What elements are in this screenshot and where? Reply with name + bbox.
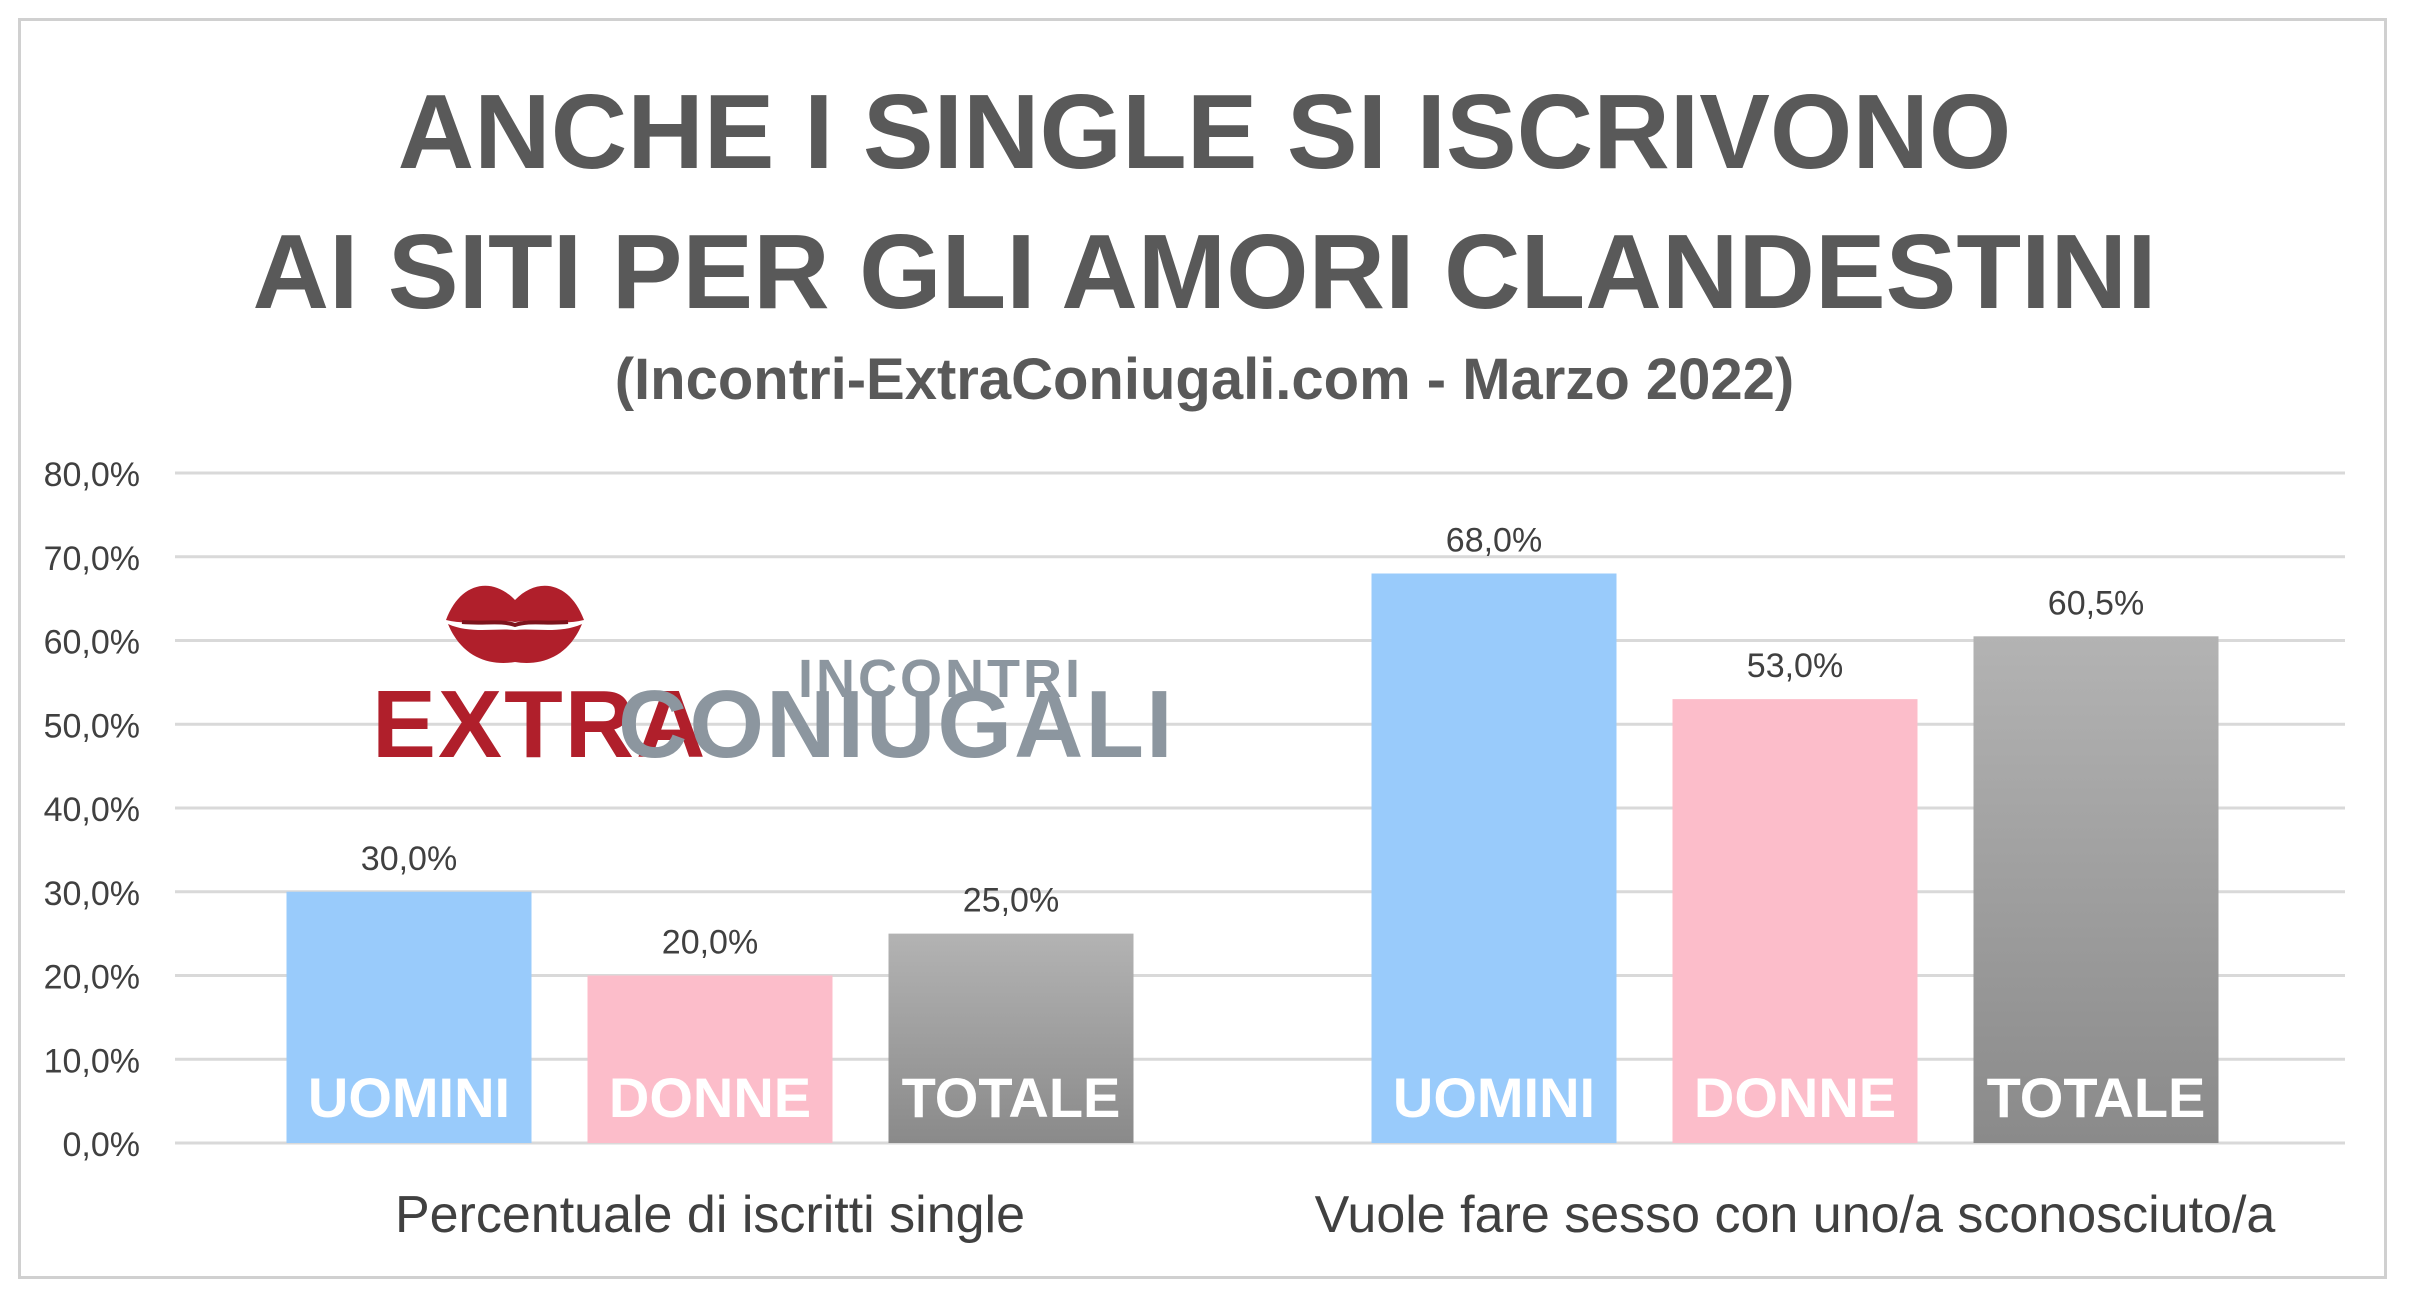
data-label: 60,5% (2048, 584, 2144, 622)
bar-category-label: TOTALE (902, 1066, 1121, 1129)
bars (286, 573, 2219, 1143)
data-label: 25,0% (963, 882, 1059, 920)
bar-donne-1 (587, 975, 833, 1143)
bar-uomini-1 (286, 891, 532, 1143)
bar-category-label: DONNE (609, 1066, 811, 1129)
y-tick-label: 50,0% (44, 707, 140, 745)
bar-totale-2 (1973, 636, 2219, 1143)
data-label: 20,0% (662, 924, 758, 962)
chart-subtitle: (Incontri-ExtraConiugali.com - Marzo 202… (614, 347, 1795, 412)
chart-title-line2: AI SITI PER GLI AMORI CLANDESTINI (252, 213, 2157, 331)
bar-uomini-2 (1371, 573, 1617, 1143)
y-axis-ticks: 0,0% 10,0% 20,0% 30,0% 40,0% 50,0% 60,0% 70,0% 8… (44, 456, 140, 1164)
y-tick-label: 10,0% (44, 1042, 140, 1080)
logo-text-coniugali: CONIUGALI (618, 671, 1175, 778)
lips-icon (446, 585, 584, 663)
bar-category-label: DONNE (1694, 1066, 1896, 1129)
y-tick-label: 20,0% (44, 959, 140, 997)
logo-text-extra: EXTRA (372, 671, 708, 778)
bar-category-label: UOMINI (1393, 1066, 1595, 1129)
chart-title-line1: ANCHE I SINGLE SI ISCRIVONO (397, 73, 2012, 191)
y-tick-label: 60,0% (44, 624, 140, 662)
y-tick-label: 80,0% (44, 456, 140, 494)
data-label: 53,0% (1747, 647, 1843, 685)
bar-category-label: UOMINI (308, 1066, 510, 1129)
data-label: 30,0% (361, 840, 457, 878)
brand-logo: INCONTRI EXTRA CONIUGALI (360, 570, 1173, 790)
bar-labels: 30,0% UOMINI 20,0% DONNE 25,0% TOTALE 68,0% UOM… (308, 522, 2206, 1130)
bar-totale-1 (888, 933, 1134, 1143)
bar-donne-2 (1672, 699, 1918, 1143)
x-axis-labels: Percentuale di iscritti single Vuole fare… (395, 1186, 2275, 1244)
logo-text-incontri: INCONTRI (798, 649, 1083, 709)
bar-category-label: TOTALE (1987, 1066, 2206, 1129)
y-tick-label: 0,0% (63, 1126, 141, 1164)
x-group-label: Percentuale di iscritti single (395, 1186, 1025, 1244)
x-group-label: Vuole fare sesso con uno/a sconosciuto/a (1315, 1186, 2276, 1244)
y-tick-label: 30,0% (44, 875, 140, 913)
data-label: 68,0% (1446, 522, 1542, 560)
y-tick-label: 40,0% (44, 791, 140, 829)
y-tick-label: 70,0% (44, 540, 140, 578)
